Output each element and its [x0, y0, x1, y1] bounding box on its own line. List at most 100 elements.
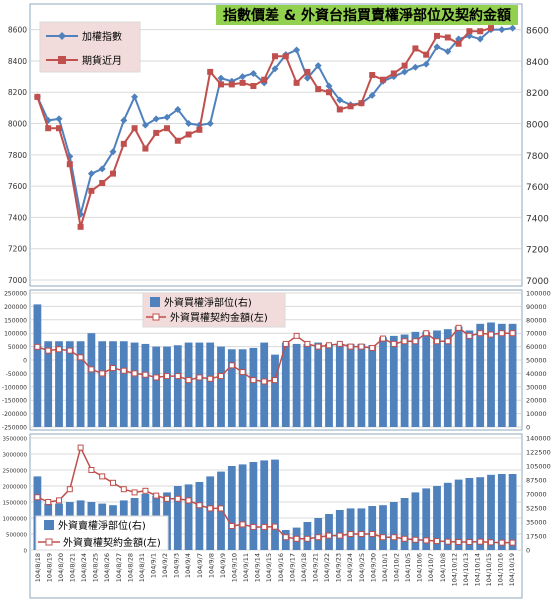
y-tick-label-right: 50000 — [526, 357, 547, 365]
data-point-put-amount — [488, 539, 494, 546]
data-point-put-amount — [498, 539, 505, 546]
bar-call-position — [292, 343, 301, 427]
y-tick-label-right: 7000 — [526, 277, 549, 287]
x-tick-label: 104/9/23 — [335, 553, 343, 582]
y-tick-label-right: 17500 — [526, 533, 547, 541]
bar-put-position — [195, 482, 204, 550]
bar-put-position — [33, 476, 42, 550]
legend-panel-3: 外資賣權淨部位(右) 外資賣權契約金額(左) — [35, 515, 169, 551]
data-point-put-amount — [272, 523, 278, 530]
y-tick-label-right: 30000 — [526, 383, 547, 391]
y-tick-label-left: 1000000 — [3, 517, 28, 523]
bar-put-position — [238, 464, 247, 550]
data-point-put-amount — [434, 538, 440, 545]
data-point-futures — [174, 137, 181, 144]
data-point-put-amount — [153, 492, 160, 499]
data-point-put-amount — [66, 486, 73, 493]
bar-put-position — [508, 474, 517, 550]
title-background — [216, 5, 518, 25]
data-point-put-amount — [390, 534, 397, 541]
data-point-index — [217, 74, 225, 82]
data-point-call-amount — [455, 324, 462, 331]
y-tick-label-left: 2500000 — [3, 469, 28, 475]
data-point-index — [55, 115, 63, 123]
data-point-futures — [401, 62, 408, 69]
data-point-call-amount — [239, 369, 246, 376]
data-point-call-amount — [228, 362, 235, 369]
x-tick-label: 104/9/4 — [184, 553, 192, 578]
legend-line-marker — [152, 313, 160, 321]
data-point-futures — [293, 79, 300, 86]
y-tick-label-left: 7000 — [8, 276, 27, 285]
data-point-futures — [466, 28, 473, 35]
y-tick-label-left: 7400 — [8, 213, 27, 222]
x-tick-label: 104/9/18 — [300, 553, 308, 582]
bar-call-position — [487, 322, 495, 427]
data-point-call-amount — [88, 366, 95, 373]
data-point-futures — [347, 103, 354, 110]
data-point-call-amount — [142, 371, 149, 378]
bar-call-position — [184, 342, 193, 427]
data-point-put-amount — [228, 523, 235, 529]
bar-call-position — [227, 349, 236, 427]
data-point-call-amount — [56, 346, 62, 353]
data-point-put-amount — [347, 531, 354, 537]
data-point-put-amount — [185, 497, 192, 504]
bar-call-position — [173, 345, 182, 427]
data-point-futures — [66, 161, 73, 168]
bar-call-position — [443, 329, 452, 427]
data-point-call-amount — [77, 354, 84, 361]
y-tick-label-left: 7200 — [8, 245, 27, 254]
y-tick-label-left: 2000000 — [3, 485, 28, 491]
y-tick-label-right: 8200 — [526, 89, 549, 99]
bar-put-position — [487, 474, 495, 550]
data-point-futures — [110, 170, 116, 177]
data-point-index — [141, 121, 149, 129]
bar-call-position — [119, 341, 128, 427]
bar-call-position — [454, 326, 463, 427]
data-point-put-amount — [336, 532, 343, 539]
data-point-futures — [99, 179, 106, 186]
data-point-put-amount — [164, 495, 170, 502]
bar-call-position — [335, 343, 344, 427]
y-tick-label-left: 150000 — [4, 317, 27, 324]
data-point-put-amount — [444, 538, 451, 545]
data-point-index — [476, 35, 484, 43]
data-point-put-amount — [250, 523, 257, 530]
data-point-futures — [380, 76, 386, 83]
x-tick-label: 104/8/20 — [57, 553, 65, 582]
y-tick-label-right: 40000 — [526, 370, 547, 378]
legend-label-call-position: 外資買權淨部位(右) — [164, 296, 252, 309]
y-tick-label-left: 8600 — [8, 26, 27, 35]
data-point-index — [336, 96, 344, 104]
y-tick-label-right: 70000 — [526, 491, 547, 499]
bar-put-position — [227, 466, 236, 550]
y-tick-label-left: -50000 — [6, 371, 27, 378]
bar-put-position — [346, 508, 355, 550]
data-point-put-amount — [56, 497, 62, 504]
data-point-futures — [34, 93, 41, 100]
data-point-index — [293, 46, 301, 54]
bar-put-position — [357, 508, 366, 550]
data-point-index — [109, 148, 117, 156]
y-tick-label-right: 7200 — [526, 246, 549, 256]
data-point-put-amount — [315, 534, 322, 541]
data-point-put-amount — [369, 531, 376, 537]
x-tick-label: 104/10/2 — [393, 553, 401, 582]
x-tick-label: 104/9/9 — [219, 553, 227, 578]
data-point-futures — [304, 68, 311, 75]
data-point-put-amount — [34, 494, 41, 501]
data-point-put-amount — [131, 489, 138, 496]
data-point-index — [271, 65, 279, 73]
data-point-index — [368, 91, 376, 99]
x-tick-label: 104/9/15 — [265, 553, 273, 582]
y-tick-label-right: 100000 — [526, 290, 551, 298]
legend-bar-swatch — [150, 297, 160, 307]
x-tick-label: 104/9/10 — [231, 553, 239, 582]
y-tick-label-left: -200000 — [2, 411, 27, 418]
data-point-futures — [390, 70, 397, 77]
data-point-call-amount — [466, 332, 473, 339]
bar-put-position — [389, 502, 398, 550]
y-tick-label-right: 7800 — [526, 152, 549, 162]
y-tick-label-right: 8600 — [526, 27, 549, 37]
